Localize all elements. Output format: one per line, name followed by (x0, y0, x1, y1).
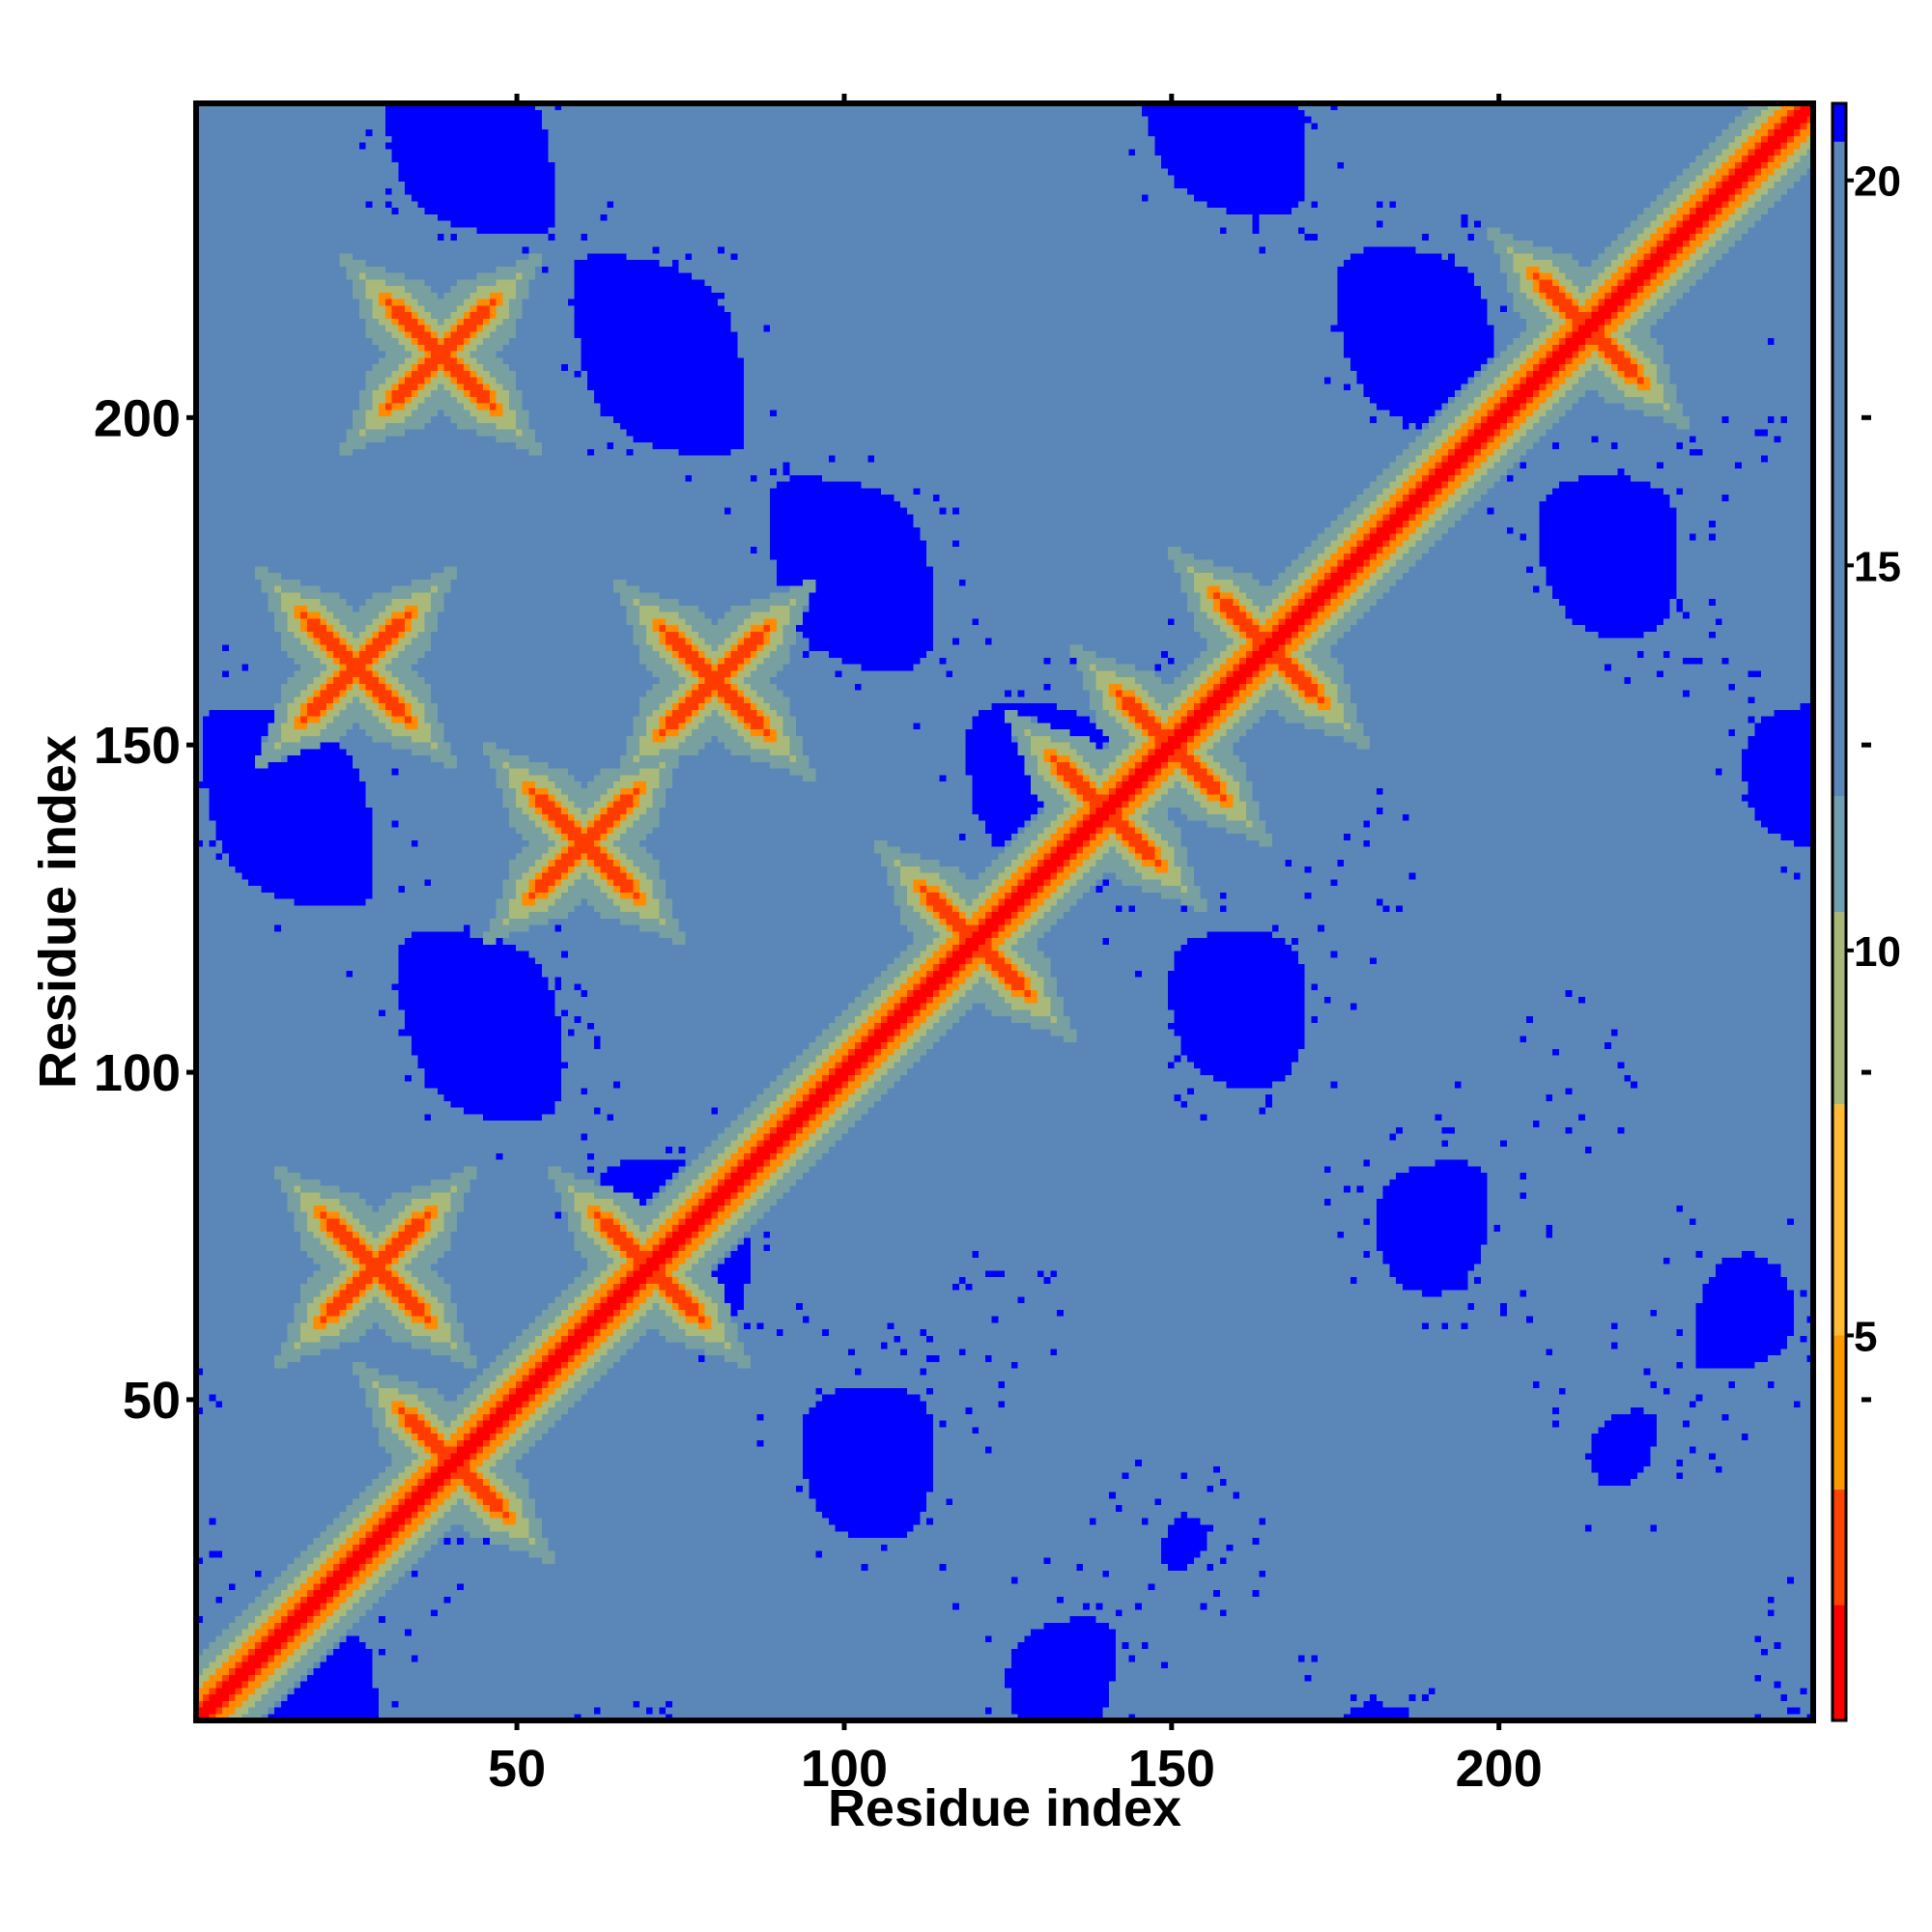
colorbar-segment (1833, 1489, 1846, 1605)
colorbar-segment (1833, 1605, 1846, 1720)
y-tick-label: 200 (94, 389, 181, 447)
colorbar-segment (1833, 912, 1846, 1105)
heatmap-plot-area (196, 103, 1813, 1720)
y-axis-title: Residue index (29, 735, 87, 1089)
colorbar-tick-label: 5 (1854, 1313, 1877, 1360)
y-tick-label: 50 (123, 1372, 181, 1430)
colorbar-segment (1833, 1335, 1846, 1490)
x-axis-ticks: 50 100 150 200 (488, 94, 1543, 1798)
colorbar: 5 10 15 20 (1831, 101, 1901, 1722)
x-tick-label: 100 (801, 1740, 888, 1798)
colorbar-segment (1833, 103, 1846, 142)
x-tick-label: 50 (488, 1740, 546, 1798)
x-tick-label: 200 (1456, 1740, 1543, 1798)
heatmap-cells (196, 103, 1813, 1720)
plot-frame (193, 100, 1816, 1723)
y-tick-label: 100 (94, 1044, 181, 1102)
x-tick-label: 150 (1128, 1740, 1215, 1798)
y-tick-label: 150 (94, 717, 181, 775)
colorbar-segment (1833, 1104, 1846, 1336)
colorbar-tick-label: 15 (1854, 543, 1901, 590)
colorbar-tick-label: 20 (1854, 158, 1901, 206)
y-axis-ticks: 50 100 150 200 (94, 389, 1871, 1430)
colorbar-segment (1833, 796, 1846, 912)
colorbar-segment (1833, 141, 1846, 797)
colorbar-tick-label: 10 (1854, 928, 1901, 976)
colorbar-frame (1831, 101, 1848, 1722)
x-axis-title: Residue index (828, 1779, 1181, 1837)
